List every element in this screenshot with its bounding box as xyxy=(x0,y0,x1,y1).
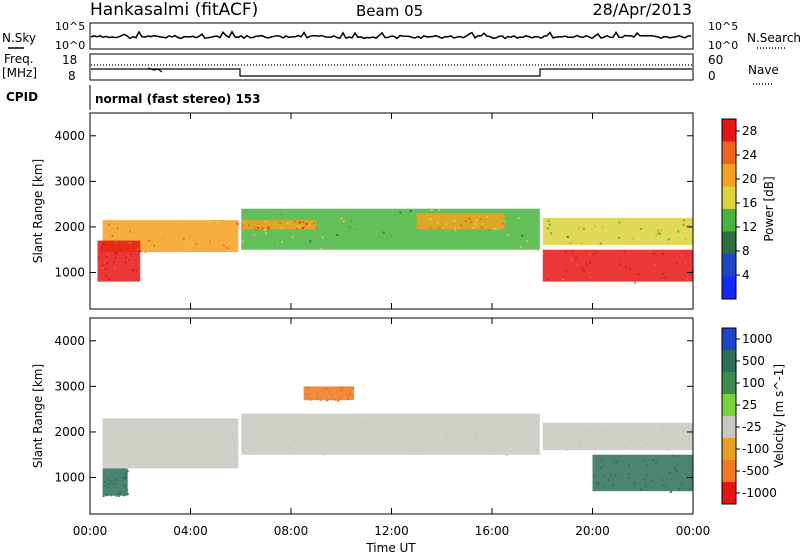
heatmap-region xyxy=(542,422,694,451)
power-cbar-tick: 28 xyxy=(742,124,757,138)
freq-tick-top: 18 xyxy=(62,53,77,67)
noise-left-tick-bottom: 10^0 xyxy=(55,39,85,52)
power-colorbar: 4 8 12 16 20 24 28 Power [dB] xyxy=(721,118,776,300)
x-tick-label: 04:00 xyxy=(173,524,208,538)
y-tick-label: 3000 xyxy=(54,174,85,188)
x-tick-label: 20:00 xyxy=(575,524,610,538)
y-tick-label: 3000 xyxy=(54,379,85,393)
velocity-cbar-tick: 500 xyxy=(742,354,765,368)
power-cbar-tick: 4 xyxy=(742,268,750,282)
freq-label-1: Freq. xyxy=(4,52,34,66)
noise-left-tick-top: 10^5 xyxy=(55,20,85,33)
power-cbar-label: Power [dB] xyxy=(762,176,776,241)
cpid-mode: normal (fast stereo) 153 xyxy=(95,92,261,106)
noise-left-label: N.Sky xyxy=(2,31,36,45)
heatmap-region xyxy=(542,249,694,282)
noise-trace xyxy=(90,30,692,40)
velocity-heatmap xyxy=(102,318,694,514)
velocity-cbar-label: Velocity [m s^-1] xyxy=(772,364,786,468)
noise-right-tick-bottom: 10^0 xyxy=(708,39,738,52)
power-cbar-tick: 8 xyxy=(742,244,750,258)
power-heatmap xyxy=(97,113,694,309)
noise-right-tick-top: 10^5 xyxy=(708,20,738,33)
velocity-cbar-tick: -100 xyxy=(742,442,769,456)
y-tick-label: 4000 xyxy=(54,129,85,143)
velocity-cbar-tick: -500 xyxy=(742,464,769,478)
heatmap-region xyxy=(542,217,694,246)
power-cbar-tick: 16 xyxy=(742,196,757,210)
beam-title: Beam 05 xyxy=(356,2,423,20)
heatmap-region xyxy=(240,413,540,455)
y-tick-label: 2000 xyxy=(54,425,85,439)
power-cbar-tick: 20 xyxy=(742,172,757,186)
x-tick-label: 00:00 xyxy=(73,524,108,538)
y-tick-label: 1000 xyxy=(54,266,85,280)
y-tick-label: 2000 xyxy=(54,220,85,234)
date-title: 28/Apr/2013 xyxy=(592,0,692,19)
x-axis-label: Time UT xyxy=(365,541,416,554)
freq-label-2: [MHz] xyxy=(2,66,37,80)
heatmap-region xyxy=(102,468,128,496)
power-panel: 1000 2000 3000 4000 Slant Range [km] xyxy=(31,112,694,310)
velocity-cbar-tick: -25 xyxy=(742,420,762,434)
heatmap-region xyxy=(102,418,239,469)
station-title: Hankasalmi (fitACF) xyxy=(90,0,258,20)
velocity-panel: 1000 2000 3000 4000 Slant Range [km] xyxy=(31,317,694,515)
power-cbar-tick: 24 xyxy=(742,148,757,162)
freq-panel: Freq. [MHz] 18 8 60 0 Nave xyxy=(2,52,779,85)
x-tick-label: 16:00 xyxy=(475,524,510,538)
freq-tick-bottom: 8 xyxy=(68,69,76,83)
noise-right-label: N.Search xyxy=(747,31,800,45)
heatmap-region xyxy=(240,220,317,230)
cpid-label: CPID xyxy=(6,90,38,104)
x-tick-label: 00:00 xyxy=(676,524,711,538)
y-tick-label: 4000 xyxy=(54,334,85,348)
x-axis: 00:00 04:00 08:00 12:00 16:00 20:00 00:00 xyxy=(73,113,711,538)
velocity-cbar-tick: 100 xyxy=(742,376,765,390)
velocity-colorbar: 1000 500 100 25 -25 -100 -500 -1000 Velocity [m… xyxy=(721,327,786,505)
noise-panel: N.Sky 10^5 10^0 10^5 10^0 N.Search xyxy=(2,20,800,52)
nave-tick-top: 60 xyxy=(708,53,723,67)
nave-label: Nave xyxy=(748,63,779,77)
velocity-ylabel: Slant Range [km] xyxy=(31,364,45,468)
velocity-cbar-tick: -1000 xyxy=(742,486,777,500)
power-ylabel: Slant Range [km] xyxy=(31,159,45,263)
x-tick-label: 08:00 xyxy=(274,524,309,538)
velocity-cbar-tick: 25 xyxy=(742,398,757,412)
nave-tick-bottom: 0 xyxy=(708,69,716,83)
velocity-cbar-tick: 1000 xyxy=(742,332,773,346)
power-cbar-tick: 12 xyxy=(742,220,757,234)
heatmap-region xyxy=(97,240,141,282)
freq-trace xyxy=(91,68,692,77)
y-tick-label: 1000 xyxy=(54,471,85,485)
x-tick-label: 12:00 xyxy=(374,524,409,538)
